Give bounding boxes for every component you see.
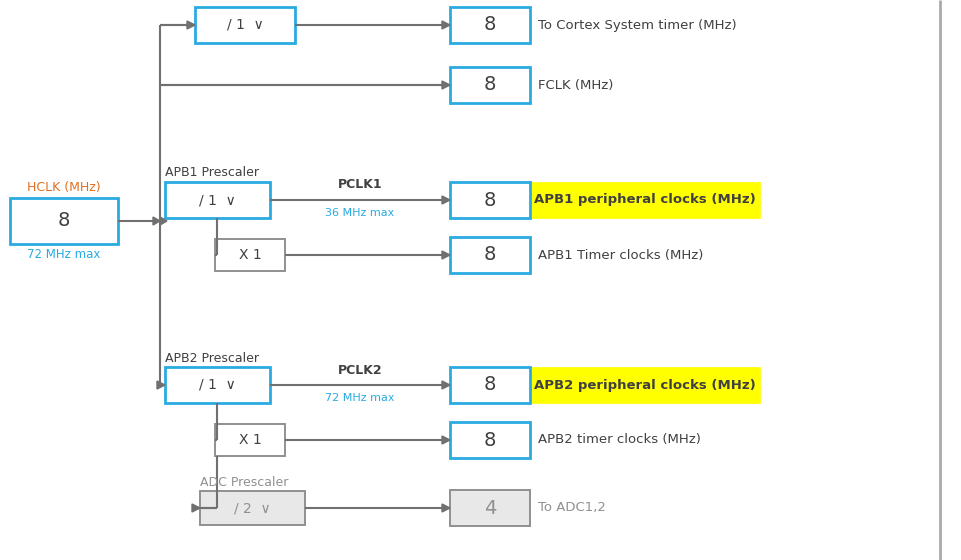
Bar <box>10 198 118 244</box>
Text: X 1: X 1 <box>238 433 261 447</box>
Polygon shape <box>157 381 165 389</box>
Text: To ADC1,2: To ADC1,2 <box>537 502 605 515</box>
Text: APB2 Prescaler: APB2 Prescaler <box>165 352 259 365</box>
Bar <box>450 490 530 526</box>
Text: 72 MHz max: 72 MHz max <box>325 393 394 403</box>
Text: APB2 timer clocks (MHz): APB2 timer clocks (MHz) <box>537 433 701 446</box>
Text: 8: 8 <box>483 431 496 450</box>
Text: / 2  ∨: / 2 ∨ <box>234 501 271 515</box>
Text: APB1 Prescaler: APB1 Prescaler <box>165 166 259 180</box>
Text: 8: 8 <box>483 376 496 394</box>
Bar <box>450 422 530 458</box>
Text: 8: 8 <box>483 76 496 95</box>
Text: HCLK (MHz): HCLK (MHz) <box>27 181 101 194</box>
Bar <box>165 182 270 218</box>
Bar <box>450 367 530 403</box>
Text: PCLK1: PCLK1 <box>337 179 382 192</box>
Text: / 1  ∨: / 1 ∨ <box>199 378 235 392</box>
Polygon shape <box>441 251 450 259</box>
Bar <box>450 67 530 103</box>
Bar <box>165 367 270 403</box>
Polygon shape <box>441 196 450 204</box>
Text: FCLK (MHz): FCLK (MHz) <box>537 78 613 91</box>
Text: 8: 8 <box>58 212 70 231</box>
Text: 36 MHz max: 36 MHz max <box>325 208 394 218</box>
Polygon shape <box>441 81 450 89</box>
Text: 8: 8 <box>483 190 496 209</box>
Polygon shape <box>441 504 450 512</box>
Bar <box>214 424 284 456</box>
Text: PCLK2: PCLK2 <box>337 363 382 376</box>
Text: APB1 peripheral clocks (MHz): APB1 peripheral clocks (MHz) <box>533 194 755 207</box>
Bar <box>450 237 530 273</box>
Polygon shape <box>441 381 450 389</box>
Polygon shape <box>153 217 160 225</box>
Text: 4: 4 <box>483 498 496 517</box>
Text: 72 MHz max: 72 MHz max <box>27 249 101 262</box>
Bar <box>450 182 530 218</box>
Bar <box>195 7 295 43</box>
Text: APB1 Timer clocks (MHz): APB1 Timer clocks (MHz) <box>537 249 702 262</box>
Text: To Cortex System timer (MHz): To Cortex System timer (MHz) <box>537 18 736 31</box>
Text: ADC Prescaler: ADC Prescaler <box>200 475 288 488</box>
Text: 8: 8 <box>483 16 496 35</box>
Polygon shape <box>192 504 200 512</box>
Text: APB2 peripheral clocks (MHz): APB2 peripheral clocks (MHz) <box>533 379 755 391</box>
Polygon shape <box>186 21 195 29</box>
Bar <box>200 491 305 525</box>
Text: 8: 8 <box>483 245 496 264</box>
Bar <box>530 367 759 403</box>
Bar <box>530 182 759 218</box>
Text: / 1  ∨: / 1 ∨ <box>199 193 235 207</box>
Polygon shape <box>441 21 450 29</box>
Bar <box>450 7 530 43</box>
Polygon shape <box>441 436 450 444</box>
Bar <box>214 239 284 271</box>
Text: X 1: X 1 <box>238 248 261 262</box>
Polygon shape <box>160 217 167 225</box>
Text: / 1  ∨: / 1 ∨ <box>227 18 263 32</box>
